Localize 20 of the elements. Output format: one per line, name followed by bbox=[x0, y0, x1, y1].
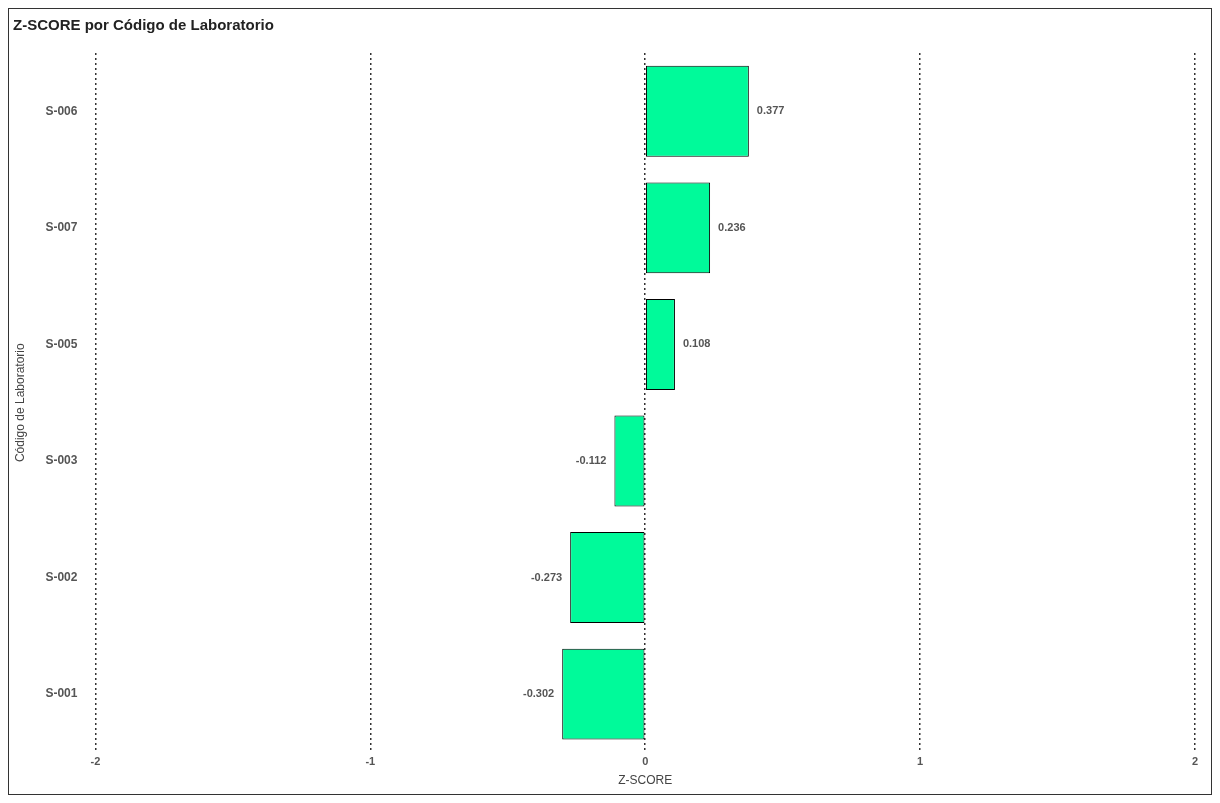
x-axis-title: Z-SCORE bbox=[618, 773, 673, 788]
data-label: 0.377 bbox=[756, 104, 785, 117]
y-axis-title: Código de Laboratorio bbox=[12, 343, 27, 463]
x-tick-label: 2 bbox=[1191, 755, 1199, 768]
chart-title: Z-SCORE por Código de Laboratorio bbox=[13, 16, 274, 34]
y-tick-label: S-003 bbox=[45, 453, 78, 468]
y-tick-label: S-006 bbox=[45, 103, 78, 118]
data-label: -0.112 bbox=[575, 454, 607, 467]
y-tick-label: S-005 bbox=[45, 336, 78, 351]
x-tick-label: 0 bbox=[642, 755, 649, 768]
y-tick-label: S-007 bbox=[45, 220, 78, 235]
x-tick-label: 1 bbox=[917, 755, 924, 768]
y-tick-label: S-002 bbox=[45, 569, 78, 584]
x-tick-label: -2 bbox=[90, 755, 101, 768]
data-label: -0.273 bbox=[530, 570, 563, 583]
data-label: 0.108 bbox=[682, 337, 711, 350]
y-tick-label: S-001 bbox=[45, 686, 78, 701]
data-label: -0.302 bbox=[522, 687, 555, 700]
x-tick-label: -1 bbox=[365, 755, 376, 768]
data-label: 0.236 bbox=[718, 220, 746, 233]
